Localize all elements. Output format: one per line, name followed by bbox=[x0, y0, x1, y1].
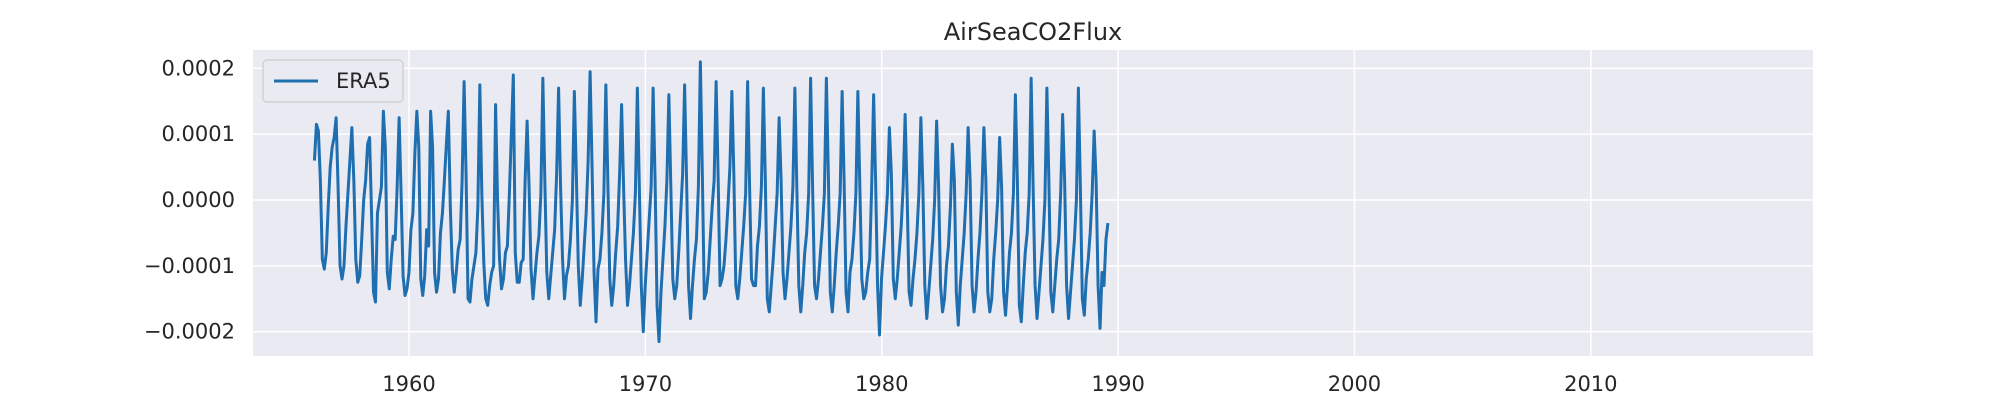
y-tick-labels: 0.0002 0.0001 0.0000 −0.0001 −0.0002 bbox=[144, 56, 235, 343]
x-tick-label: 1990 bbox=[1091, 372, 1144, 396]
y-tick-label: −0.0001 bbox=[144, 254, 235, 278]
x-tick-label: 1970 bbox=[619, 372, 672, 396]
x-tick-label: 1960 bbox=[382, 372, 435, 396]
y-tick-label: 0.0001 bbox=[162, 122, 235, 146]
x-gridlines bbox=[408, 50, 1592, 356]
x-tick-label: 2000 bbox=[1328, 372, 1381, 396]
series-line-era5 bbox=[312, 60, 1110, 344]
y-tick-label: −0.0002 bbox=[144, 320, 235, 344]
y-tick-label: 0.0002 bbox=[162, 56, 235, 80]
x-tick-label: 2010 bbox=[1564, 372, 1617, 396]
y-tick-label: 0.0000 bbox=[162, 188, 235, 212]
legend: ERA5 bbox=[262, 59, 404, 103]
legend-label-era5: ERA5 bbox=[336, 69, 391, 93]
legend-box bbox=[262, 59, 404, 103]
series-layer bbox=[312, 60, 1110, 344]
x-tick-labels: 1960 1970 1980 1990 2000 2010 bbox=[382, 372, 1617, 396]
chart-title: AirSeaCO2Flux bbox=[944, 18, 1122, 46]
x-tick-label: 1980 bbox=[855, 372, 908, 396]
